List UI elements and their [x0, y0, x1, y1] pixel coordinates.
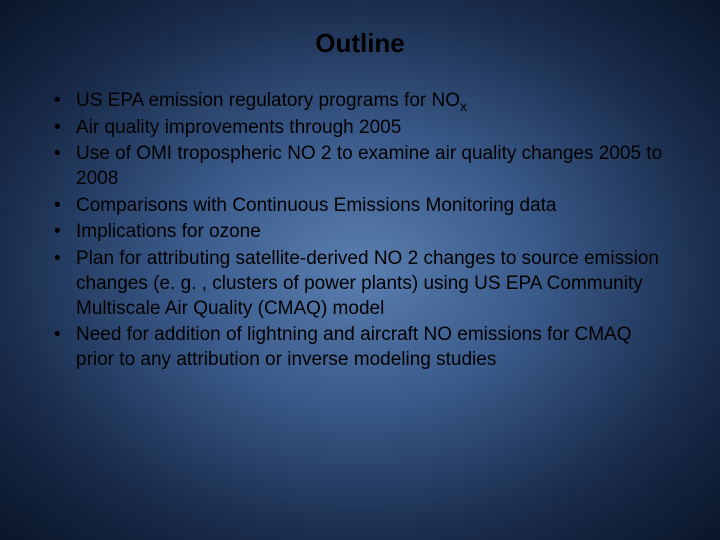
bullet-item: Need for addition of lightning and aircr…	[48, 323, 672, 372]
bullet-list: US EPA emission regulatory programs for …	[48, 89, 672, 373]
bullet-item: Air quality improvements through 2005	[48, 116, 672, 141]
bullet-item: Comparisons with Continuous Emissions Mo…	[48, 194, 672, 219]
bullet-item: Use of OMI tropospheric NO 2 to examine …	[48, 142, 672, 191]
slide-title: Outline	[48, 28, 672, 59]
bullet-item: US EPA emission regulatory programs for …	[48, 89, 672, 114]
bullet-item: Plan for attributing satellite-derived N…	[48, 247, 672, 321]
slide: Outline US EPA emission regulatory progr…	[0, 0, 720, 540]
bullet-item: Implications for ozone	[48, 220, 672, 245]
